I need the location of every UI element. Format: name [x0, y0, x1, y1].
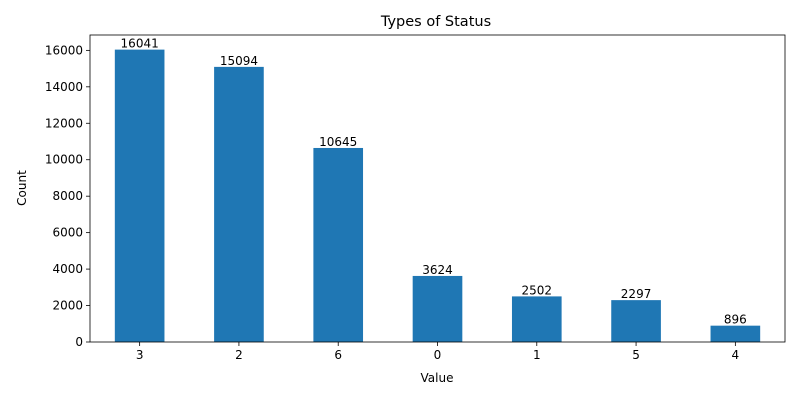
y-tick-label-6000: 6000	[52, 226, 83, 240]
data-labels-group: 16041 15094 10645 3624 2502 2297 896	[121, 37, 747, 327]
x-tick-label-3: 3	[136, 348, 144, 362]
x-tick-label-4: 4	[732, 348, 740, 362]
x-axis-label: Value	[421, 371, 454, 385]
bars-group	[114, 49, 761, 343]
y-tick-label-0: 0	[75, 335, 83, 349]
x-tick-label-2: 2	[235, 348, 243, 362]
y-axis-label: Count	[15, 170, 29, 206]
chart-title: Types of Status	[380, 14, 491, 30]
data-label-4: 896	[724, 313, 747, 327]
y-tick-label-12000: 12000	[45, 116, 83, 130]
x-axis: 3 2 6 0 1 5 4	[136, 342, 739, 362]
y-tick-label-8000: 8000	[52, 189, 83, 203]
x-tick-label-1: 1	[533, 348, 541, 362]
data-label-0: 3624	[422, 263, 453, 277]
bar-4	[710, 325, 761, 342]
x-tick-label-5: 5	[632, 348, 640, 362]
y-tick-label-14000: 14000	[45, 80, 83, 94]
plot-frame	[89, 34, 786, 343]
data-label-2: 15094	[220, 54, 258, 68]
y-tick-label-2000: 2000	[52, 299, 83, 313]
y-tick-label-4000: 4000	[52, 262, 83, 276]
bar-5	[611, 300, 661, 342]
bar-0	[412, 275, 463, 342]
data-label-1: 2502	[522, 283, 553, 297]
bar-3	[114, 49, 165, 343]
bar-2	[214, 66, 264, 342]
y-tick-label-10000: 10000	[45, 153, 83, 167]
bar-1	[511, 296, 562, 342]
x-tick-label-6: 6	[334, 348, 342, 362]
y-axis: 0 2000 4000 6000 8000 10000 12000 14000 16000	[45, 43, 90, 349]
data-label-3: 16041	[121, 37, 159, 51]
data-label-5: 2297	[621, 287, 652, 301]
bar-6	[313, 147, 364, 342]
data-label-6: 10645	[319, 135, 357, 149]
y-tick-label-16000: 16000	[45, 43, 83, 57]
x-tick-label-0: 0	[434, 348, 442, 362]
